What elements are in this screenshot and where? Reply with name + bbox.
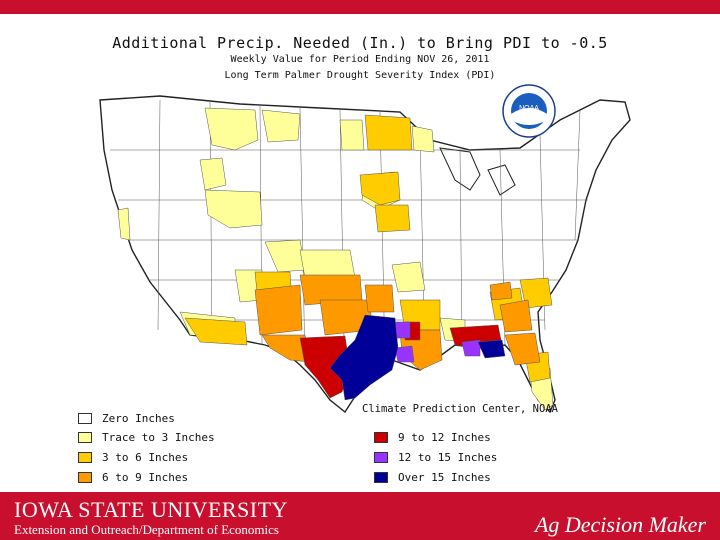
- noaa-logo: NOAA: [502, 84, 556, 138]
- top-red-bar: [0, 0, 720, 14]
- legend-zero-inches: Zero Inches: [78, 412, 175, 425]
- brand-name: Ag Decision Maker: [534, 512, 706, 537]
- footer-bar: [0, 492, 720, 540]
- map-title: Additional Precip. Needed (In.) to Bring…: [112, 34, 608, 52]
- university-name: IOWA STATE UNIVERSITY: [14, 497, 288, 522]
- legend-swatch: [78, 452, 92, 463]
- legend-swatch: [78, 432, 92, 443]
- map-index-name: Long Term Palmer Drought Severity Index …: [224, 70, 496, 81]
- legend-label: 12 to 15 Inches: [398, 451, 498, 464]
- great-lakes: [439, 147, 516, 196]
- legend-3-to-6: 3 to 6 Inches: [78, 451, 188, 464]
- legend-label: Trace to 3 Inches: [102, 431, 215, 444]
- department-name: Extension and Outreach/Department of Eco…: [14, 522, 279, 537]
- legend-trace-to-3: Trace to 3 Inches: [78, 431, 215, 444]
- legend-label: 3 to 6 Inches: [102, 451, 189, 464]
- trace-to-3-regions: [117, 107, 554, 411]
- 6-to-9-regions: [254, 274, 541, 371]
- legend-swatch: [374, 452, 388, 463]
- legend-label: 9 to 12 Inches: [398, 431, 491, 444]
- legend-12-to-15: 12 to 15 Inches: [374, 451, 497, 464]
- map-credit: Climate Prediction Center, NOAA: [362, 403, 558, 415]
- legend-6-to-9: 6 to 9 Inches: [78, 471, 188, 484]
- legend-swatch: [374, 472, 388, 483]
- over-15-regions: [329, 314, 506, 401]
- legend-9-to-12: 9 to 12 Inches: [374, 431, 491, 444]
- legend-label: 6 to 9 Inches: [102, 471, 189, 484]
- map-subtitle: Weekly Value for Period Ending NOV 26, 2…: [230, 54, 490, 65]
- legend-label: Zero Inches: [102, 412, 175, 425]
- legend-over-15: Over 15 Inches: [374, 471, 491, 484]
- legend-swatch: [374, 432, 388, 443]
- svg-text:NOAA: NOAA: [519, 105, 539, 112]
- legend-swatch: [78, 472, 92, 483]
- legend-swatch: [78, 413, 92, 424]
- legend-label: Over 15 Inches: [398, 471, 491, 484]
